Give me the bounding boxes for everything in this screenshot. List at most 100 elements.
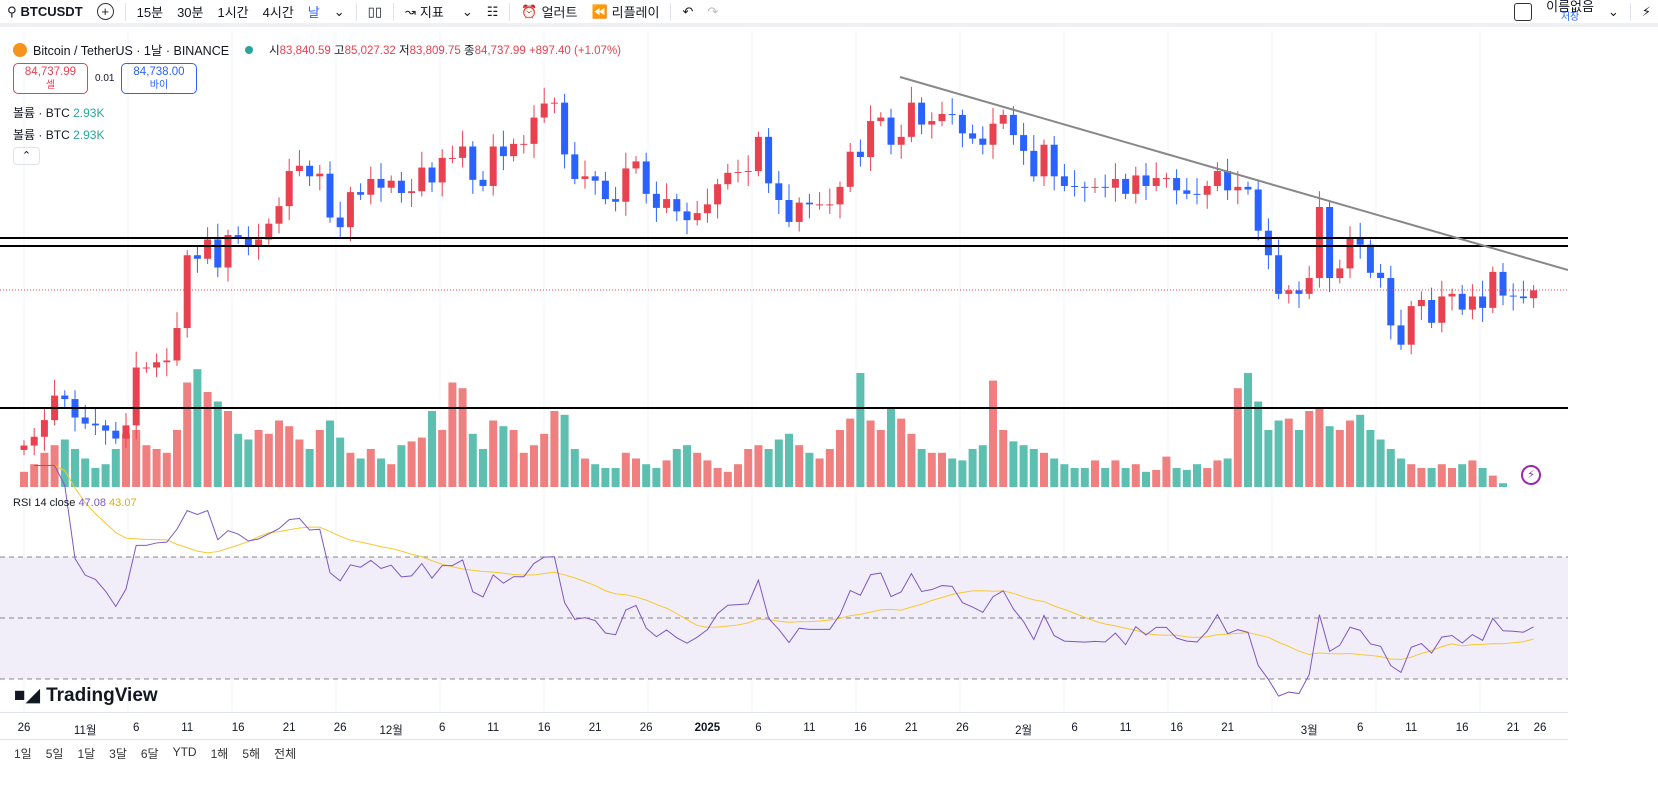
- volume-bar: [734, 464, 742, 487]
- range-button[interactable]: 1일: [14, 747, 32, 759]
- volume-bar: [1254, 401, 1263, 487]
- volume-bar: [693, 452, 702, 487]
- candle-body: [224, 235, 232, 268]
- volume-bar: [1468, 460, 1477, 487]
- candle-body: [571, 154, 579, 179]
- interval-1h[interactable]: 1시간: [217, 5, 249, 20]
- undo-button[interactable]: ↶: [675, 1, 700, 23]
- candle-body: [1315, 207, 1323, 279]
- interval-1d[interactable]: 날: [307, 5, 320, 20]
- time-axis-label: 3월: [1300, 725, 1318, 737]
- volume-bar: [366, 449, 375, 487]
- candle-body: [1458, 293, 1466, 310]
- price-chart[interactable]: [0, 31, 1568, 711]
- candle-body: [1091, 186, 1099, 188]
- candle-body: [520, 143, 528, 145]
- interval-15m[interactable]: 15분: [136, 5, 164, 20]
- templates-button[interactable]: ☷: [480, 1, 506, 23]
- collapse-legend-button[interactable]: ⌃: [13, 147, 40, 165]
- candle-body: [265, 223, 273, 240]
- volume-bar: [774, 439, 783, 487]
- rsi-ma-line: [34, 465, 1534, 660]
- volume-bar: [1172, 468, 1181, 487]
- candle-body: [306, 165, 314, 177]
- symbol-search[interactable]: ⚲ BTCUSDT: [7, 3, 83, 20]
- time-axis[interactable]: 26 11월 6 11 16 21 26 12월 6 11 16 21 26 2025 6 11 16 21 26 2…: [0, 712, 1568, 740]
- range-button[interactable]: 6달: [140, 747, 159, 759]
- volume-bar: [927, 452, 936, 487]
- square-icon: [1514, 2, 1533, 21]
- compare-button[interactable]: +: [90, 1, 121, 23]
- candle-body: [275, 206, 283, 224]
- volume-bar: [836, 430, 844, 487]
- tv-logo-icon: ■◢: [14, 685, 41, 706]
- volume-bar: [1376, 439, 1385, 487]
- candle-body: [1397, 325, 1405, 345]
- candle-body: [867, 121, 875, 158]
- volume-bar: [632, 458, 640, 487]
- range-button[interactable]: 1해: [210, 747, 229, 759]
- range-button[interactable]: 3달: [109, 747, 127, 759]
- range-button[interactable]: 전체: [274, 747, 297, 759]
- chevron-down-icon: ⌄: [333, 3, 345, 19]
- range-button[interactable]: YTD: [172, 745, 197, 759]
- volume-bar: [1223, 458, 1232, 487]
- layout-dropdown[interactable]: ⌄: [1601, 1, 1626, 23]
- candle-body: [673, 199, 681, 212]
- candle-body: [642, 161, 650, 194]
- candle-body: [1142, 175, 1150, 186]
- candle-body: [163, 360, 171, 363]
- range-button[interactable]: 1달: [77, 747, 96, 759]
- time-axis-label: 11월: [73, 725, 97, 737]
- volume-bar: [1121, 468, 1130, 487]
- candle-body: [601, 180, 609, 200]
- volume-bar: [938, 452, 946, 487]
- interval-4h[interactable]: 4시간: [262, 5, 294, 20]
- volume-bar: [887, 407, 895, 487]
- lightning-button[interactable]: ⚡: [1521, 465, 1541, 485]
- candle-body: [122, 425, 130, 439]
- indicators-button[interactable]: ↝ 지표 ⌄: [404, 3, 473, 21]
- interval-30m[interactable]: 30분: [177, 5, 204, 20]
- volume-bar: [1091, 460, 1099, 487]
- chart-type-button[interactable]: ▯▯: [361, 1, 389, 23]
- time-axis-label: 6: [1071, 722, 1078, 734]
- quick-search-button[interactable]: ⚡: [1635, 1, 1658, 23]
- volume-bar: [244, 439, 253, 487]
- sell-button[interactable]: 84,737.99 셀: [13, 63, 88, 94]
- volume-bar: [1060, 464, 1069, 487]
- time-axis-label: 16: [537, 722, 551, 734]
- replay-button[interactable]: ⏪ 리플레이: [591, 3, 660, 21]
- candle-body: [907, 102, 915, 137]
- candle-body: [489, 146, 497, 186]
- volume-bar: [30, 464, 39, 487]
- volume-bar: [1407, 464, 1416, 487]
- alert-button[interactable]: ⏰ 얼러트: [521, 3, 578, 21]
- volume-bar: [1335, 430, 1344, 487]
- volume-bar: [428, 411, 436, 487]
- candle-body: [387, 180, 395, 188]
- candle-body: [744, 171, 752, 173]
- interval-dropdown[interactable]: ⌄: [327, 1, 352, 23]
- volume-bar: [407, 441, 416, 487]
- volume-bar: [326, 420, 334, 487]
- volume-bar: [509, 430, 518, 487]
- volume-bar: [601, 468, 610, 487]
- range-button[interactable]: 5일: [45, 747, 64, 759]
- volume-bar: [1478, 468, 1487, 487]
- volume-bar: [173, 430, 181, 487]
- candle-body: [91, 423, 99, 426]
- redo-button[interactable]: ↷: [700, 1, 725, 23]
- trend-line: [899, 76, 1568, 271]
- layout-checkbox[interactable]: [1507, 1, 1539, 23]
- volume-bar: [132, 430, 141, 487]
- volume-bar: [1448, 468, 1456, 487]
- candle-body: [683, 211, 691, 221]
- volume-bar: [1366, 430, 1375, 487]
- layout-name-button[interactable]: 이름없음 저장: [1546, 0, 1594, 23]
- buy-button[interactable]: 84,738.00 바이: [121, 63, 197, 94]
- range-button[interactable]: 5해: [242, 747, 261, 759]
- candle-body: [724, 172, 732, 185]
- volume-bar: [315, 430, 324, 487]
- candle-body: [989, 123, 997, 145]
